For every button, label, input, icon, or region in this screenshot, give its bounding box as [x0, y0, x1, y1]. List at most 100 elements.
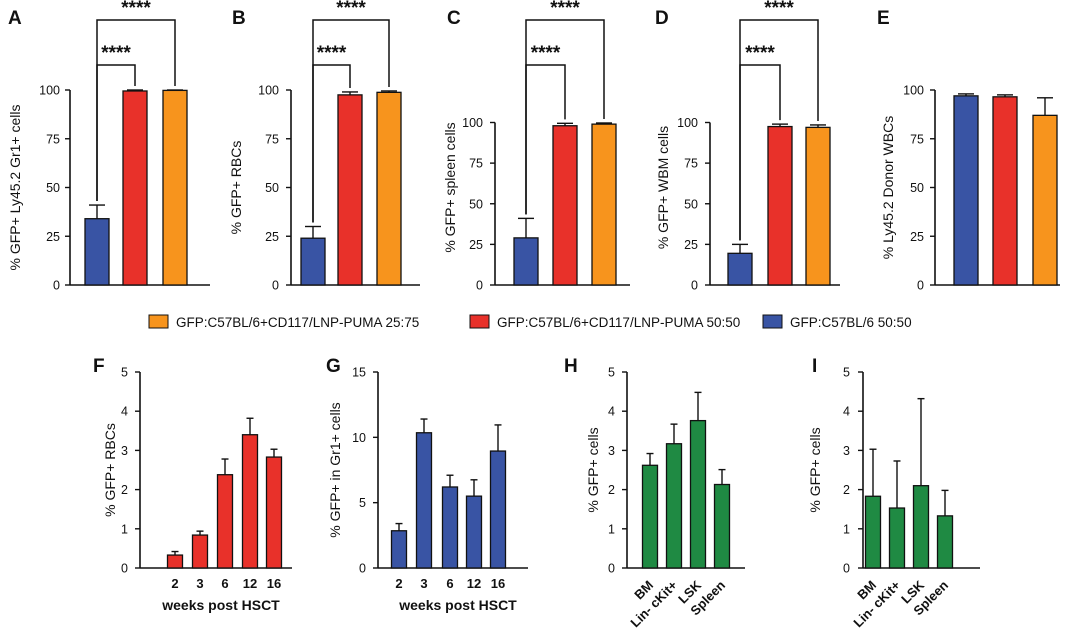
- y-tick-label: 100: [903, 84, 924, 98]
- chart-panel-a: A 0 25 50 75 100 % GFP+ Ly45.2 Gr1+ cells **** *…: [7, 0, 210, 293]
- y-tick-label: 2: [121, 483, 128, 497]
- y-tick-label: 25: [46, 230, 60, 244]
- bar: [689, 419, 707, 569]
- panel-letter: B: [232, 8, 246, 29]
- y-tick-label: 25: [684, 238, 698, 252]
- bar: [936, 515, 954, 569]
- bar: [1032, 114, 1058, 286]
- y-tick-label: 4: [608, 405, 615, 419]
- chart-panel-c: C 0 25 50 75 100 % GFP+ spleen cells **** ****: [442, 0, 630, 293]
- chart-panel-g: G 0 5 10 15 % GFP+ in Gr1+ cells 2 3 6 12 16 weeks …: [326, 356, 528, 613]
- y-tick-label: 75: [684, 157, 698, 171]
- y-tick-label: 10: [352, 431, 366, 445]
- y-tick-label: 75: [910, 132, 924, 146]
- x-tick-label: 6: [446, 576, 453, 591]
- bar: [912, 485, 930, 569]
- panel-letter: F: [93, 356, 105, 377]
- y-tick-label: 15: [352, 366, 366, 380]
- significance-label: ****: [336, 0, 366, 19]
- bar: [265, 456, 283, 569]
- bar: [489, 450, 507, 569]
- y-axis-label: % GFP+ WBM cells: [655, 126, 671, 249]
- y-tick-label: 75: [265, 132, 279, 146]
- significance-bracket: [312, 19, 390, 223]
- x-tick-label: Lin- cKit+: [850, 577, 903, 630]
- y-tick-label: 100: [39, 84, 60, 98]
- bar: [641, 464, 659, 569]
- legend-swatch: [469, 314, 490, 329]
- y-tick-label: 3: [843, 444, 850, 458]
- y-tick-label: 4: [843, 405, 850, 419]
- y-axis-label: % GFP+ cells: [585, 427, 601, 512]
- chart-panel-e: E 0 25 50 75 100 % Ly45.2 Donor WBCs: [877, 8, 1060, 293]
- legend-label: GFP:C57BL/6+CD117/LNP-PUMA 25:75: [176, 315, 419, 330]
- y-axis-label: % GFP+ cells: [807, 427, 823, 512]
- bar: [552, 125, 578, 286]
- bar: [727, 252, 753, 286]
- y-tick-label: 50: [469, 197, 483, 211]
- y-tick-label: 50: [265, 181, 279, 195]
- x-tick-label: 12: [243, 576, 257, 591]
- bar: [216, 474, 234, 569]
- bar: [122, 90, 148, 286]
- y-tick-label: 25: [469, 238, 483, 252]
- y-tick-label: 2: [843, 483, 850, 497]
- y-tick-label: 5: [121, 366, 128, 380]
- bar: [805, 126, 831, 286]
- y-tick-label: 50: [910, 181, 924, 195]
- y-tick-label: 75: [469, 157, 483, 171]
- chart-panel-d: D 0 25 50 75 100 % GFP+ WBM cells **** ****: [655, 0, 840, 293]
- bar: [767, 125, 793, 286]
- y-axis-label: % Ly45.2 Donor WBCs: [880, 116, 896, 259]
- bar: [713, 483, 731, 569]
- panel-letter: C: [447, 8, 461, 29]
- y-tick-label: 0: [608, 562, 615, 576]
- x-tick-label: 2: [171, 576, 178, 591]
- panel-letter: A: [8, 8, 22, 29]
- y-tick-label: 5: [843, 366, 850, 380]
- y-tick-label: 0: [53, 279, 60, 293]
- significance-label: ****: [745, 43, 775, 64]
- y-tick-label: 0: [917, 279, 924, 293]
- significance-bracket: [96, 19, 176, 202]
- significance-label: ****: [101, 43, 131, 64]
- bar: [441, 486, 459, 569]
- x-tick-label: 16: [267, 576, 281, 591]
- bar: [162, 89, 188, 286]
- bar: [888, 507, 906, 569]
- x-axis-label: weeks post HSCT: [161, 597, 280, 613]
- y-tick-label: 25: [265, 230, 279, 244]
- significance-bracket: [739, 19, 819, 241]
- bar: [241, 434, 259, 569]
- significance-label: ****: [317, 43, 347, 64]
- y-tick-label: 50: [46, 181, 60, 195]
- bar: [337, 94, 363, 286]
- y-axis-label: % GFP+ in Gr1+ cells: [327, 402, 343, 537]
- y-tick-label: 0: [359, 562, 366, 576]
- x-tick-label: Lin- cKit+: [627, 577, 680, 630]
- y-tick-label: 0: [843, 562, 850, 576]
- y-tick-label: 100: [258, 84, 279, 98]
- y-tick-label: 0: [272, 279, 279, 293]
- y-tick-label: 100: [462, 116, 483, 130]
- y-axis-label: % GFP+ Ly45.2 Gr1+ cells: [7, 105, 23, 271]
- bar: [191, 534, 209, 569]
- x-tick-label: 12: [467, 576, 481, 591]
- y-tick-label: 100: [677, 116, 698, 130]
- panel-letter: H: [564, 356, 578, 377]
- bar: [166, 554, 184, 569]
- bar: [864, 495, 882, 569]
- y-tick-label: 50: [684, 197, 698, 211]
- bar: [465, 495, 483, 569]
- x-tick-label: 16: [491, 576, 505, 591]
- y-axis-label: % GFP+ RBCs: [228, 141, 244, 235]
- panel-letter: I: [812, 356, 817, 377]
- y-tick-label: 5: [608, 366, 615, 380]
- panel-letter: E: [877, 8, 890, 29]
- x-axis-label: weeks post HSCT: [398, 597, 517, 613]
- y-tick-label: 2: [608, 483, 615, 497]
- y-tick-label: 0: [121, 562, 128, 576]
